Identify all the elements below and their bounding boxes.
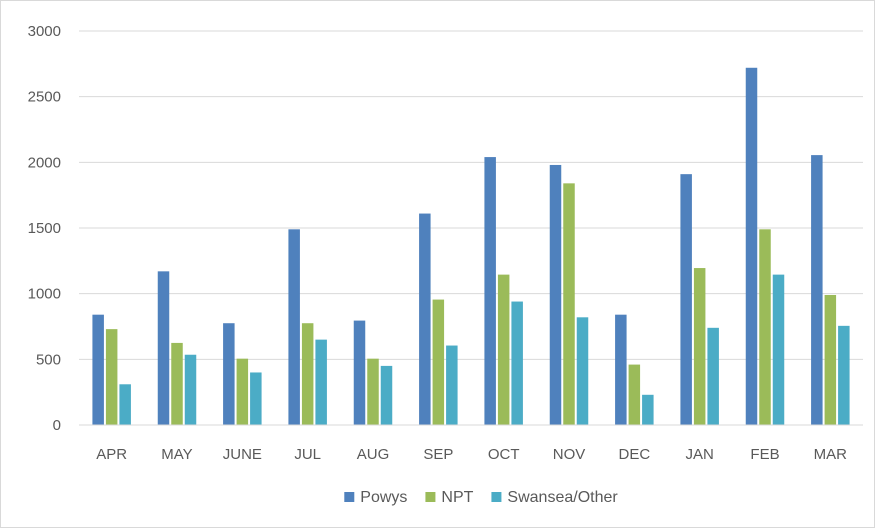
bar-swansea-other-dec	[642, 394, 654, 425]
bar-npt-mar	[824, 294, 837, 425]
bar-powys-oct	[484, 157, 496, 425]
x-tick-label: APR	[96, 446, 127, 463]
legend-label: Powys	[360, 489, 407, 506]
bar-swansea-other-jul	[315, 339, 327, 425]
bar-npt-oct	[497, 274, 510, 425]
bar-npt-june	[236, 358, 249, 425]
bar-swansea-other-jan	[707, 327, 719, 425]
bar-npt-aug	[367, 358, 379, 425]
bar-swansea-other-sep	[446, 345, 458, 425]
x-tick-label: JUL	[294, 446, 321, 463]
legend-swatch	[425, 492, 436, 502]
bar-npt-jan	[693, 268, 706, 425]
x-axis-labels: APR MAY JUNE JUL AUG SEP OCT NOV DEC JAN FEB MAR	[96, 446, 847, 463]
y-tick-label: 1000	[28, 286, 61, 303]
bar-npt-jul	[301, 323, 314, 425]
bar-swansea-other-apr	[119, 384, 131, 425]
y-tick-label: 500	[36, 351, 61, 368]
bar-swansea-other-nov	[576, 317, 589, 425]
bar-powys-dec	[615, 314, 627, 425]
bar-powys-may	[157, 271, 170, 425]
x-tick-label: OCT	[488, 446, 520, 463]
x-tick-label: JAN	[685, 446, 713, 463]
bar-swansea-other-feb	[772, 274, 785, 425]
bar-npt-feb	[759, 229, 771, 425]
bar-powys-sep	[419, 213, 431, 425]
bar-npt-nov	[563, 183, 575, 425]
x-tick-label: SEP	[423, 446, 453, 463]
y-tick-label: 0	[53, 417, 61, 434]
bar-powys-jan	[680, 174, 692, 425]
x-tick-label: NOV	[553, 446, 586, 463]
y-tick-label: 3000	[28, 23, 61, 40]
x-tick-label: AUG	[357, 446, 390, 463]
bar-powys-apr	[92, 314, 104, 425]
x-tick-label: FEB	[750, 446, 779, 463]
legend-swatch	[491, 492, 502, 502]
legend-label: NPT	[441, 489, 473, 506]
x-tick-label: JUNE	[223, 446, 262, 463]
bar-powys-feb	[745, 67, 758, 426]
bar-powys-jul	[288, 229, 300, 425]
bar-npt-may	[171, 342, 183, 425]
y-tick-label: 2000	[28, 154, 61, 171]
bar-swansea-other-june	[250, 372, 262, 425]
y-axis-labels: 0 500 1000 1500 2000 2500 3000	[28, 23, 61, 434]
bar-npt-dec	[628, 364, 641, 425]
bar-powys-june	[223, 323, 235, 425]
bar-swansea-other-oct	[511, 301, 523, 425]
x-tick-label: DEC	[618, 446, 650, 463]
bar-swansea-other-aug	[380, 365, 393, 425]
bar-swansea-other-may	[184, 354, 197, 425]
bar-powys-nov	[549, 164, 562, 425]
x-tick-label: MAR	[814, 446, 848, 463]
bar-powys-aug	[353, 320, 366, 425]
y-tick-label: 2500	[28, 89, 61, 106]
gridlines	[79, 30, 863, 360]
legend-label: Swansea/Other	[507, 489, 618, 506]
legend: Powys NPT Swansea/Other	[344, 489, 618, 506]
x-tick-label: MAY	[161, 446, 192, 463]
bar-npt-sep	[432, 299, 445, 425]
y-tick-label: 1500	[28, 220, 61, 237]
bar-powys-mar	[811, 155, 823, 426]
legend-swatch	[344, 492, 355, 502]
bars	[92, 67, 850, 426]
bar-npt-apr	[105, 329, 118, 425]
bar-swansea-other-mar	[838, 325, 850, 425]
